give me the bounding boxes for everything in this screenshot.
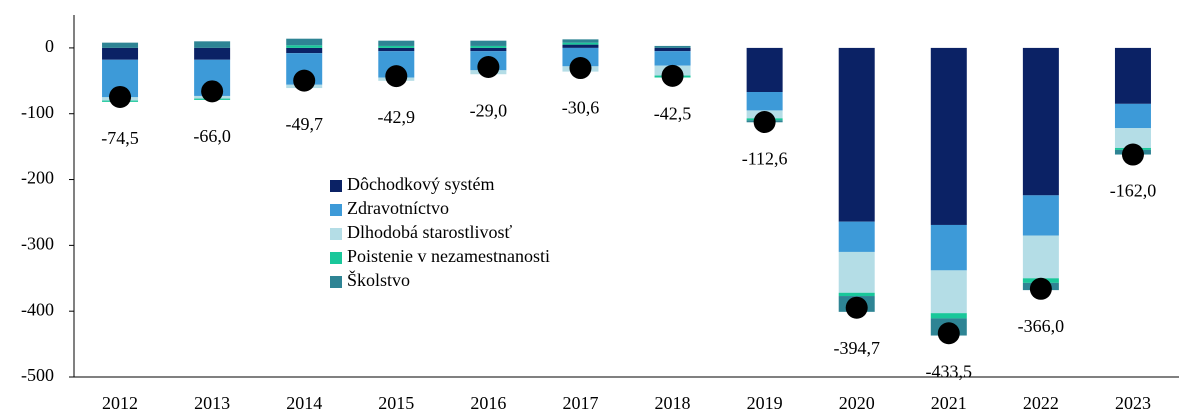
x-tick-label: 2014 — [286, 393, 322, 413]
bar-segment — [746, 47, 783, 93]
x-tick-label: 2017 — [562, 393, 598, 413]
bar-segment — [930, 313, 967, 319]
legend-swatch — [330, 204, 342, 216]
bar-segment — [286, 38, 323, 46]
total-label: -42,5 — [654, 104, 692, 124]
bar-segment — [1022, 195, 1059, 236]
x-tick-label: 2023 — [1115, 393, 1151, 413]
x-tick-label: 2020 — [839, 393, 875, 413]
x-tick-label: 2012 — [102, 393, 138, 413]
bar-segment — [378, 47, 415, 52]
y-tick-label: -400 — [21, 299, 54, 319]
bar-segment — [930, 270, 967, 314]
bar-segment — [562, 42, 599, 45]
bar-segment — [470, 47, 507, 52]
bar-segment — [1114, 128, 1151, 148]
legend-label: Dôchodkový systém — [347, 174, 495, 194]
bar-segment — [470, 40, 507, 46]
bar-segment — [102, 42, 139, 48]
legend-swatch — [330, 276, 342, 288]
total-dot — [385, 65, 408, 88]
total-label: -394,7 — [833, 338, 880, 358]
legend-label: Školstvo — [347, 269, 410, 290]
bar-segment — [378, 45, 415, 48]
bar-segment — [286, 47, 323, 54]
bar-segment — [1114, 103, 1151, 129]
bar-segment — [930, 47, 967, 225]
total-label: -433,5 — [926, 362, 973, 382]
x-tick-label: 2016 — [470, 393, 506, 413]
y-tick-label: 0 — [45, 36, 54, 56]
bar-segment — [194, 47, 231, 60]
x-tick-label: 2013 — [194, 393, 230, 413]
legend-swatch — [330, 252, 342, 264]
x-tick-label: 2021 — [931, 393, 967, 413]
bar-segment — [562, 39, 599, 43]
total-dot — [845, 296, 868, 319]
total-dot — [1029, 277, 1052, 300]
bar-segment — [470, 45, 507, 48]
total-dot — [477, 55, 500, 78]
total-label: -42,9 — [378, 107, 416, 127]
bar-segment — [654, 51, 691, 66]
total-label: -30,6 — [562, 98, 600, 118]
x-tick-label: 2018 — [655, 393, 691, 413]
legend-label: Dlhodobá starostlivosť — [347, 222, 512, 242]
legend-label: Poistenie v nezamestnanosti — [347, 246, 550, 266]
total-label: -49,7 — [285, 114, 323, 134]
bar-segment — [102, 47, 139, 60]
legend-label: Zdravotníctvo — [347, 198, 449, 218]
bar-segment — [194, 41, 231, 48]
bar-segment — [838, 251, 875, 293]
total-dot — [937, 322, 960, 345]
y-tick-label: -500 — [21, 365, 54, 385]
bar-segment — [1022, 47, 1059, 196]
total-label: -74,5 — [101, 128, 139, 148]
total-label: -66,0 — [193, 126, 231, 146]
bar-segment — [654, 45, 691, 48]
total-label: -112,6 — [742, 148, 788, 168]
bar-segment — [1114, 47, 1151, 104]
total-dot — [753, 111, 776, 134]
total-dot — [201, 80, 224, 103]
legend-swatch — [330, 228, 342, 240]
legend-swatch — [330, 180, 342, 192]
y-tick-label: -200 — [21, 168, 54, 188]
bar-segment — [838, 292, 875, 297]
total-label: -366,0 — [1018, 316, 1065, 336]
y-tick-label: -100 — [21, 102, 54, 122]
bar-segment — [654, 47, 691, 52]
total-dot — [569, 57, 592, 80]
total-dot — [1121, 143, 1144, 166]
bar-segment — [286, 45, 323, 48]
bar-segment — [562, 44, 599, 48]
total-label: -162,0 — [1110, 181, 1157, 201]
x-tick-label: 2015 — [378, 393, 414, 413]
bar-segment — [378, 40, 415, 46]
y-tick-label: -300 — [21, 233, 54, 253]
x-tick-label: 2019 — [747, 393, 783, 413]
x-tick-label: 2022 — [1023, 393, 1059, 413]
total-label: -29,0 — [470, 100, 508, 120]
total-dot — [109, 85, 132, 108]
total-dot — [661, 64, 684, 87]
bar-segment — [930, 224, 967, 271]
total-dot — [293, 69, 316, 92]
bar-segment — [838, 221, 875, 252]
bar-segment — [746, 92, 783, 111]
bar-segment — [838, 47, 875, 222]
bar-segment — [1022, 235, 1059, 279]
